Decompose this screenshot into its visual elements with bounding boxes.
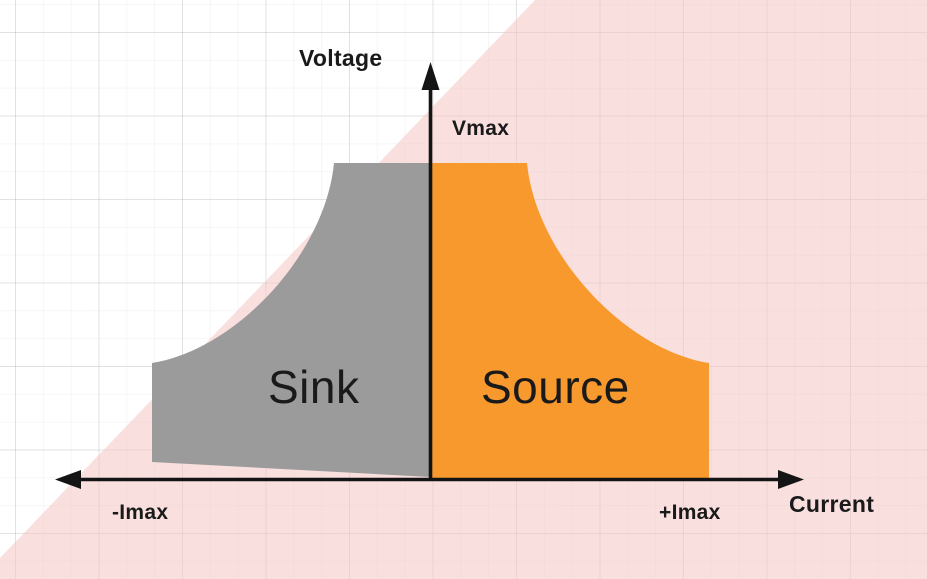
- neg-imax-label: -Imax: [112, 501, 169, 524]
- current-axis-left-arrowhead-icon: [55, 470, 81, 489]
- pos-imax-label: +Imax: [659, 501, 721, 524]
- voltage-axis: [421, 62, 440, 481]
- voltage-axis-arrowhead-icon: [421, 62, 440, 90]
- current-axis-right-arrowhead-icon: [778, 470, 804, 489]
- vmax-label: Vmax: [452, 117, 510, 140]
- voltage-axis-label: Voltage: [299, 45, 383, 71]
- sink-region: [152, 163, 430, 477]
- source-region: [432, 163, 709, 481]
- current-axis: [55, 470, 804, 489]
- source-region-label: Source: [481, 361, 630, 413]
- current-axis-label: Current: [789, 491, 875, 517]
- sink-region-label: Sink: [268, 361, 360, 413]
